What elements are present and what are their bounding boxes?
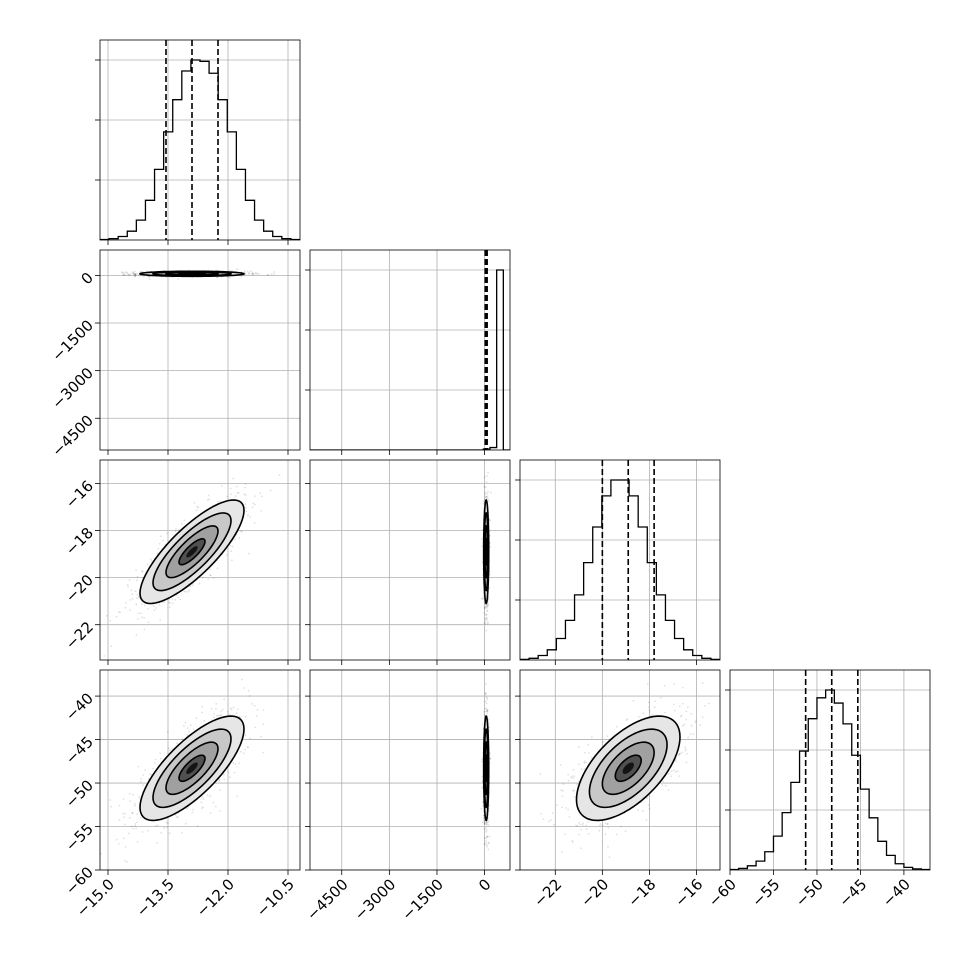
histogram-step [520, 479, 720, 660]
x-tick-label: −13.5 [133, 875, 178, 920]
y-tick-label: −4500 [48, 412, 97, 461]
contour-line [178, 538, 206, 566]
panel-3-3: −60 −55 −50 −45 −40 [705, 669, 931, 910]
y-tick-label: −55 [62, 820, 97, 855]
x-tick-label: −22 [530, 875, 565, 910]
contour-line [152, 728, 232, 809]
x-tick-label: −16 [671, 875, 706, 910]
contour-line [484, 754, 488, 783]
y-tick-label: −3000 [48, 364, 97, 413]
x-tick-label: −20 [577, 875, 612, 910]
y-tick-label: −40 [62, 689, 97, 724]
contour-line [601, 741, 655, 796]
contour-line [484, 537, 488, 566]
panel-frame [99, 39, 301, 241]
x-tick-label: −1500 [398, 875, 447, 924]
panel-3-2: −22 −20 −18 −16 [515, 669, 721, 910]
panel-2-1 [305, 459, 511, 665]
x-tick-label: −45 [835, 875, 870, 910]
contour-line [152, 512, 232, 592]
contour-line [139, 715, 245, 822]
panel-1-0: −4500−3000−1500 0 [48, 249, 301, 461]
x-tick-label: −10.5 [253, 875, 298, 920]
panel-frame [729, 669, 931, 871]
panel-frame [99, 249, 301, 451]
histogram-step [730, 689, 930, 870]
histogram-step [310, 269, 510, 450]
histogram-step [100, 59, 300, 240]
y-tick-label: −16 [62, 477, 97, 512]
x-tick-label: −18 [624, 875, 659, 910]
panel-2-0: −22 −20 −18 −16 [62, 459, 301, 665]
y-tick-label: −18 [62, 524, 97, 559]
x-tick-label: −4500 [303, 875, 352, 924]
contour-line [614, 754, 642, 783]
density-level [186, 762, 198, 774]
x-tick-label: −3000 [351, 875, 400, 924]
contour-line [165, 741, 219, 796]
y-tick-label: −22 [62, 618, 97, 653]
y-tick-label: −45 [62, 733, 97, 768]
x-tick-label: −50 [792, 875, 827, 910]
y-tick-label: −20 [62, 571, 97, 606]
panel-2-2 [515, 459, 721, 665]
panel-frame [309, 249, 511, 451]
panel-frame [99, 459, 301, 661]
panel-frame [309, 669, 511, 871]
panel-frame [99, 669, 301, 871]
contour-line [139, 499, 245, 605]
x-tick-label: −55 [748, 875, 783, 910]
x-tick-label: −12.0 [193, 875, 238, 920]
contour-line [177, 272, 207, 276]
contour-line [575, 715, 681, 822]
panel-1-1 [305, 249, 511, 455]
x-tick-label: −40 [879, 875, 914, 910]
contour-line [164, 271, 220, 276]
contour-line [151, 271, 233, 277]
panel-0-0 [95, 39, 301, 245]
panel-frame [309, 459, 511, 661]
panel-frame [519, 669, 721, 871]
contour-line [588, 728, 668, 809]
contour-line [178, 754, 206, 783]
density-level [622, 762, 634, 774]
y-tick-label: 0 [78, 269, 97, 288]
panel-3-0: −60−55−50−45−40−15.0 −13.5 −12.0 −10.5 [62, 669, 301, 921]
contour-line [165, 525, 219, 579]
y-tick-label: −1500 [48, 316, 97, 365]
panel-frame [519, 459, 721, 661]
panel-3-1: −4500 −3000 −1500 0 [303, 669, 511, 924]
x-tick-label: 0 [475, 875, 494, 894]
density-level [186, 546, 198, 558]
x-tick-label: −60 [705, 875, 740, 910]
y-tick-label: −50 [62, 776, 97, 811]
